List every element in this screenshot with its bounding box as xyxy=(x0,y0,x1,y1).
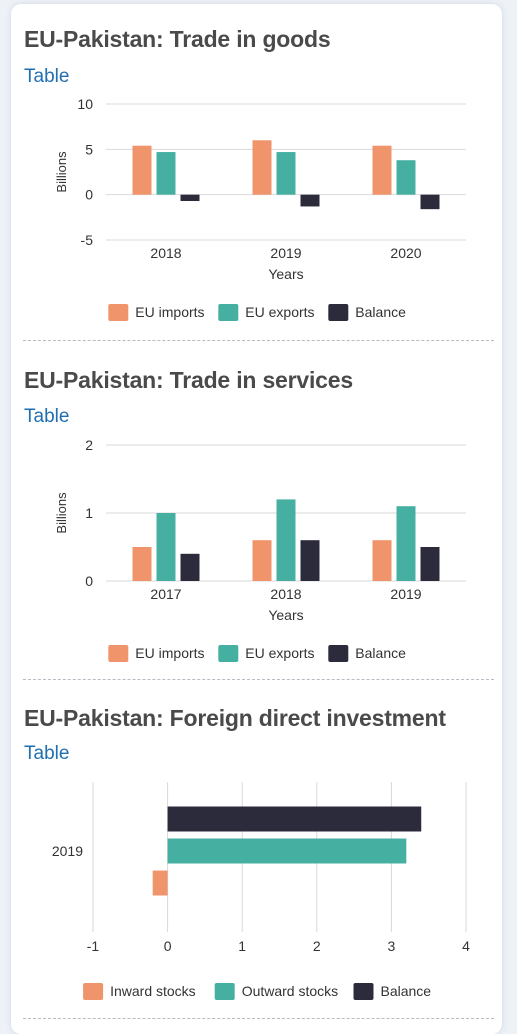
x-tick-label: 0 xyxy=(164,938,172,954)
section-divider xyxy=(23,1018,494,1019)
bar-balance-2020 xyxy=(420,194,440,210)
fdi-title: EU-Pakistan: Foreign direct investment xyxy=(24,705,446,731)
legend-label-outward-stocks: Outward stocks xyxy=(242,983,338,999)
trade-in-services-table-link[interactable]: Table xyxy=(24,406,70,427)
x-tick-label: 2020 xyxy=(390,245,421,261)
trade-in-goods-section: EU-Pakistan: Trade in goods Table 10 5 0 -5… xyxy=(11,4,502,344)
legend-swatch-eu-exports xyxy=(218,304,239,321)
bar-eu-imports-2019 xyxy=(372,540,392,581)
legend-label-balance: Balance xyxy=(355,304,406,320)
x-tick-label: 2019 xyxy=(390,586,421,602)
x-tick-label: 1 xyxy=(238,938,246,954)
legend-label-eu-imports: EU imports xyxy=(135,645,204,661)
fdi-section: EU-Pakistan: Foreign direct investment T… xyxy=(11,683,502,1028)
bar-eu-imports-2018 xyxy=(132,145,152,195)
legend-swatch-inward-stocks xyxy=(83,983,104,1000)
bar-balance-2018 xyxy=(180,194,200,202)
fdi-chart: -1 0 1 2 3 4 2019 Inward stocks Outward stocks Ba… xyxy=(52,782,470,1000)
section-divider xyxy=(23,340,494,341)
y-tick-label: -5 xyxy=(81,232,94,248)
bar-balance-2018 xyxy=(300,540,320,581)
fdi-table-link[interactable]: Table xyxy=(24,743,70,764)
bar-outward-stocks-2019 xyxy=(167,838,407,864)
bar-eu-exports-2019 xyxy=(396,506,416,581)
legend-swatch-balance xyxy=(328,304,349,321)
x-tick-label: 2019 xyxy=(270,245,301,261)
trade-in-goods-title: EU-Pakistan: Trade in goods xyxy=(24,26,331,52)
legend-label-eu-imports: EU imports xyxy=(135,304,204,320)
bar-eu-imports-2020 xyxy=(372,145,392,195)
bar-balance-2019 xyxy=(300,194,320,207)
legend-swatch-balance xyxy=(353,983,374,1000)
legend-label-balance: Balance xyxy=(381,983,432,999)
bar-eu-imports-2018 xyxy=(252,540,272,581)
bar-eu-exports-2019 xyxy=(276,152,296,195)
x-tick-label: 3 xyxy=(388,938,396,954)
x-axis-label: Years xyxy=(268,266,303,282)
section-divider xyxy=(23,679,494,680)
legend-swatch-outward-stocks xyxy=(214,983,235,1000)
y-tick-label: 10 xyxy=(77,96,93,112)
x-tick-label: 2017 xyxy=(150,586,181,602)
bar-eu-exports-2018 xyxy=(156,152,176,195)
legend-label-eu-exports: EU exports xyxy=(245,304,314,320)
legend-swatch-eu-imports xyxy=(108,645,129,662)
legend-swatch-balance xyxy=(328,645,349,662)
bar-balance-2019 xyxy=(420,547,440,581)
page-card: EU-Pakistan: Trade in goods Table 10 5 0 -5… xyxy=(11,4,502,1034)
trade-in-services-title: EU-Pakistan: Trade in services xyxy=(24,367,353,393)
trade-in-services-section: EU-Pakistan: Trade in services Table 2 1 0… xyxy=(11,344,502,684)
bar-inward-stocks-2019 xyxy=(152,870,168,896)
trade-in-services-chart: 2 1 0 2017 2018 2019 Years Billions EU imports EU… xyxy=(54,437,466,662)
trade-in-goods-table-link[interactable]: Table xyxy=(24,66,70,87)
legend-swatch-eu-exports xyxy=(218,645,239,662)
x-axis-label: Years xyxy=(268,607,303,623)
x-tick-label: 2 xyxy=(313,938,321,954)
bar-eu-imports-2019 xyxy=(252,140,272,195)
x-tick-label: 2018 xyxy=(270,586,301,602)
y-tick-label: 2019 xyxy=(52,843,83,859)
y-tick-label: 5 xyxy=(85,141,93,157)
bar-eu-exports-2017 xyxy=(156,513,176,581)
y-tick-label: 0 xyxy=(85,573,93,589)
bar-eu-imports-2017 xyxy=(132,547,152,581)
y-axis-label: Billions xyxy=(54,492,69,534)
trade-in-goods-chart: 10 5 0 -5 2018 2019 2020 Years Billions EU import… xyxy=(54,96,466,321)
y-tick-label: 2 xyxy=(85,437,93,453)
bar-eu-exports-2020 xyxy=(396,160,416,195)
x-tick-label: 4 xyxy=(462,938,470,954)
bar-balance-2019 xyxy=(167,806,422,832)
y-axis-label: Billions xyxy=(54,151,69,193)
y-tick-label: 1 xyxy=(85,505,93,521)
bar-balance-2017 xyxy=(180,553,200,581)
x-tick-label: 2018 xyxy=(150,245,181,261)
x-tick-label: -1 xyxy=(87,938,100,954)
legend-label-inward-stocks: Inward stocks xyxy=(110,983,196,999)
legend-label-eu-exports: EU exports xyxy=(245,645,314,661)
y-tick-label: 0 xyxy=(85,187,93,203)
bar-eu-exports-2018 xyxy=(276,499,296,581)
legend-label-balance: Balance xyxy=(355,645,406,661)
legend-swatch-eu-imports xyxy=(108,304,129,321)
